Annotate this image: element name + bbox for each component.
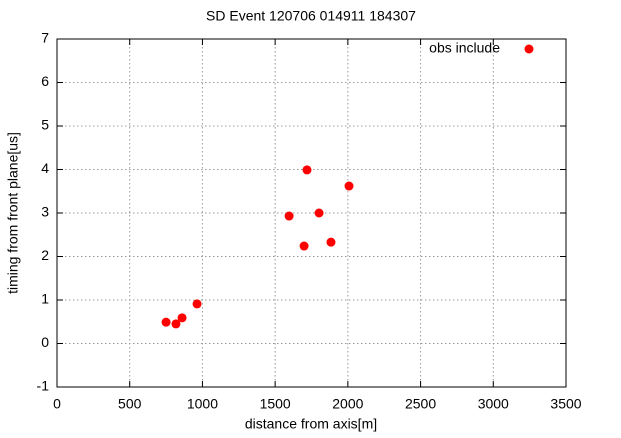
data-point [302,165,312,175]
legend-label: obs include [429,40,500,56]
y-tick-label: 7 [41,30,49,46]
plot-frame [56,38,567,388]
y-tick-label: 6 [41,73,49,89]
data-point [314,208,324,218]
data-point [284,211,294,221]
y-tick-label: 4 [41,160,49,176]
x-tick-label: 3500 [550,396,581,412]
x-tick-label: 2000 [332,396,363,412]
data-point [326,237,336,247]
x-tick-label: 500 [118,396,142,412]
x-tick-label: 0 [53,396,61,412]
y-tick-label: -1 [37,378,50,394]
y-tick-label: 2 [41,247,49,263]
data-point [299,241,309,251]
x-tick-label: 3000 [478,396,509,412]
legend-marker [524,44,534,54]
chart-title: SD Event 120706 014911 184307 [206,8,416,24]
data-point [177,313,187,323]
y-axis-label: timing from front plane[us] [5,132,21,294]
y-tick-label: 3 [41,204,49,220]
y-tick-label: 0 [41,334,49,350]
y-tick-label: 1 [41,291,49,307]
data-point [161,317,171,327]
x-axis-label: distance from axis[m] [245,416,377,432]
data-point [344,181,354,191]
x-tick-label: 1500 [260,396,291,412]
data-point [192,299,202,309]
y-tick-label: 5 [41,117,49,133]
x-tick-label: 2500 [405,396,436,412]
data-point [171,319,181,329]
x-tick-label: 1000 [187,396,218,412]
